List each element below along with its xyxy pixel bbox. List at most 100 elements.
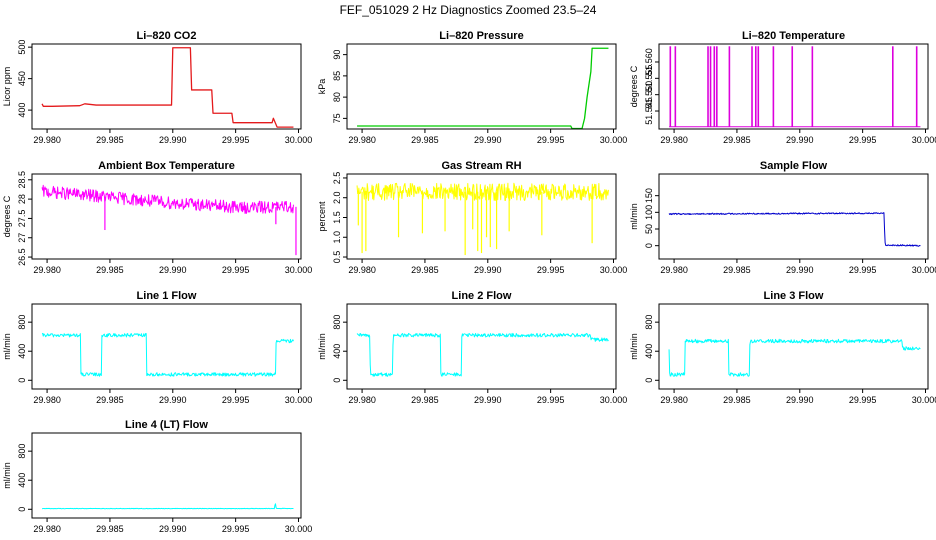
panel-4-ytick-label: 27 bbox=[17, 233, 27, 243]
panel-7-xtick-label: 29.995 bbox=[222, 395, 250, 405]
panel-6-ylabel: ml/min bbox=[629, 203, 639, 230]
panel-7-series-line bbox=[41, 332, 294, 377]
panel-10-xtick-label: 29.990 bbox=[159, 524, 187, 534]
panel-9-series-line bbox=[668, 338, 921, 377]
panel-10-ytick-label: 800 bbox=[17, 444, 27, 459]
panel-8-xtick-label: 29.990 bbox=[474, 395, 502, 405]
panel-8-ylabel: ml/min bbox=[317, 333, 327, 360]
panel-2-frame bbox=[346, 43, 617, 130]
panel-8-xtick-label: 29.985 bbox=[411, 395, 439, 405]
panel-8-xtick-label: 30.000 bbox=[600, 395, 628, 405]
panel-3-xtick-label: 29.980 bbox=[660, 135, 688, 145]
panel-10-series-line bbox=[41, 503, 294, 510]
panel-5-ytick-label: 2.0 bbox=[332, 191, 342, 204]
chart-panel-1: Li–820 CO2 Licor ppm 29.980 29.985 29.990 29.… bbox=[2, 30, 312, 145]
chart-panel-9: Line 3 Flow ml/min 29.980 29.985 29.990 29.99… bbox=[629, 290, 936, 405]
panel-7-xtick-label: 29.990 bbox=[159, 395, 187, 405]
panel-3-ytick-label: 51.550 bbox=[644, 81, 654, 109]
panel-5-ytick-label: 1.0 bbox=[332, 231, 342, 244]
panel-5-xtick-label: 30.000 bbox=[600, 265, 628, 275]
panel-7-xtick-label: 29.980 bbox=[33, 395, 61, 405]
panel-2-xtick-label: 29.990 bbox=[474, 135, 502, 145]
panel-5-xtick-label: 29.995 bbox=[537, 265, 565, 275]
panel-5-frame bbox=[346, 173, 617, 260]
panel-8-xtick-label: 29.995 bbox=[537, 395, 565, 405]
panel-3-ytick-label: 51.555 bbox=[644, 65, 654, 93]
chart-panel-10: Line 4 (LT) Flow ml/min 29.980 29.985 29.990… bbox=[2, 419, 312, 534]
chart-panel-5: Gas Stream RH percent 29.980 29.985 29.990 29… bbox=[317, 160, 627, 275]
panel-8-data bbox=[356, 332, 609, 377]
panel-1-series-line bbox=[41, 47, 294, 128]
panel-4-title: Ambient Box Temperature bbox=[98, 160, 235, 172]
panel-4-xtick-label: 29.990 bbox=[159, 265, 187, 275]
panel-6-series-line bbox=[668, 212, 921, 247]
panel-2-data bbox=[357, 47, 609, 129]
panel-3-xtick-label: 29.995 bbox=[849, 135, 877, 145]
panel-6-xtick-label: 29.995 bbox=[849, 265, 877, 275]
panel-3-title: Li–820 Temperature bbox=[742, 30, 845, 42]
panel-2-ytick-label: 85 bbox=[332, 71, 342, 81]
panel-3-ylabel: degrees C bbox=[629, 65, 639, 107]
panel-3-frame bbox=[658, 43, 929, 130]
panel-2-xtick-label: 29.980 bbox=[348, 135, 376, 145]
panel-7-ytick-label: 800 bbox=[17, 315, 27, 330]
panel-8-xtick-label: 29.980 bbox=[348, 395, 376, 405]
panel-1-title: Li–820 CO2 bbox=[137, 30, 197, 42]
panel-1-ytick-label: 500 bbox=[17, 40, 27, 55]
panel-3-data bbox=[669, 46, 921, 128]
panel-9-xtick-label: 29.985 bbox=[723, 395, 751, 405]
panel-3-xtick-label: 29.985 bbox=[723, 135, 751, 145]
panel-7-frame bbox=[31, 303, 302, 390]
panel-4-ytick-label: 26.5 bbox=[17, 248, 27, 266]
panel-8-series-line bbox=[356, 332, 609, 377]
panel-3-ytick-label: 51.560 bbox=[644, 48, 654, 76]
panel-4-xtick-label: 29.995 bbox=[222, 265, 250, 275]
panel-8-ytick-label: 800 bbox=[332, 315, 342, 330]
panel-7-xtick-label: 30.000 bbox=[285, 395, 313, 405]
panel-3-xtick-label: 29.990 bbox=[786, 135, 814, 145]
panel-2-ylabel: kPa bbox=[317, 79, 327, 95]
panel-10-xtick-label: 29.985 bbox=[96, 524, 124, 534]
panel-7-ytick-label: 400 bbox=[17, 344, 27, 359]
panel-6-frame bbox=[658, 173, 929, 260]
panel-6-xtick-label: 30.000 bbox=[912, 265, 936, 275]
panel-6-xtick-label: 29.985 bbox=[723, 265, 751, 275]
panel-4-ytick-label: 27.5 bbox=[17, 210, 27, 228]
panel-1-xtick-label: 30.000 bbox=[285, 135, 313, 145]
panel-1-frame bbox=[31, 43, 302, 130]
panel-5-ytick-label: 0.5 bbox=[332, 251, 342, 264]
panel-9-data bbox=[668, 338, 921, 377]
panel-6-ytick-label: 100 bbox=[644, 205, 654, 220]
panel-9-frame bbox=[658, 303, 929, 390]
panel-10-ytick-label: 0 bbox=[17, 507, 27, 512]
panel-2-ytick-label: 80 bbox=[332, 92, 342, 102]
panel-10-data bbox=[41, 503, 294, 510]
panel-3-xtick-label: 30.000 bbox=[912, 135, 936, 145]
chart-panel-8: Line 2 Flow ml/min 29.980 29.985 29.990 29.99… bbox=[317, 290, 627, 405]
panel-5-xtick-label: 29.990 bbox=[474, 265, 502, 275]
panel-1-ytick-label: 450 bbox=[17, 71, 27, 86]
figure-title: FEF_051029 2 Hz Diagnostics Zoomed 23.5–… bbox=[340, 3, 597, 17]
panel-7-title: Line 1 Flow bbox=[137, 290, 197, 302]
panel-10-xtick-label: 30.000 bbox=[285, 524, 313, 534]
panel-9-xtick-label: 29.980 bbox=[660, 395, 688, 405]
panel-10-frame bbox=[31, 432, 302, 519]
panel-1-xtick-label: 29.985 bbox=[96, 135, 124, 145]
panel-5-ytick-label: 1.5 bbox=[332, 211, 342, 224]
panel-5-ytick-label: 2.5 bbox=[332, 172, 342, 185]
panel-1-ytick-label: 400 bbox=[17, 103, 27, 118]
panel-9-ytick-label: 400 bbox=[644, 344, 654, 359]
panel-5-ylabel: percent bbox=[317, 201, 327, 232]
panel-1-data bbox=[41, 47, 294, 128]
panel-7-xtick-label: 29.985 bbox=[96, 395, 124, 405]
panel-4-data bbox=[41, 184, 297, 256]
panel-7-ylabel: ml/min bbox=[2, 333, 12, 360]
panel-9-xtick-label: 29.995 bbox=[849, 395, 877, 405]
chart-panel-6: Sample Flow ml/min 29.980 29.985 29.990 29.99… bbox=[629, 160, 936, 275]
panel-6-xtick-label: 29.980 bbox=[660, 265, 688, 275]
panel-1-xtick-label: 29.990 bbox=[159, 135, 187, 145]
panel-4-ylabel: degrees C bbox=[2, 195, 12, 237]
panel-5-data bbox=[356, 182, 609, 256]
panel-5-title: Gas Stream RH bbox=[441, 160, 521, 172]
panel-4-xtick-label: 29.980 bbox=[33, 265, 61, 275]
